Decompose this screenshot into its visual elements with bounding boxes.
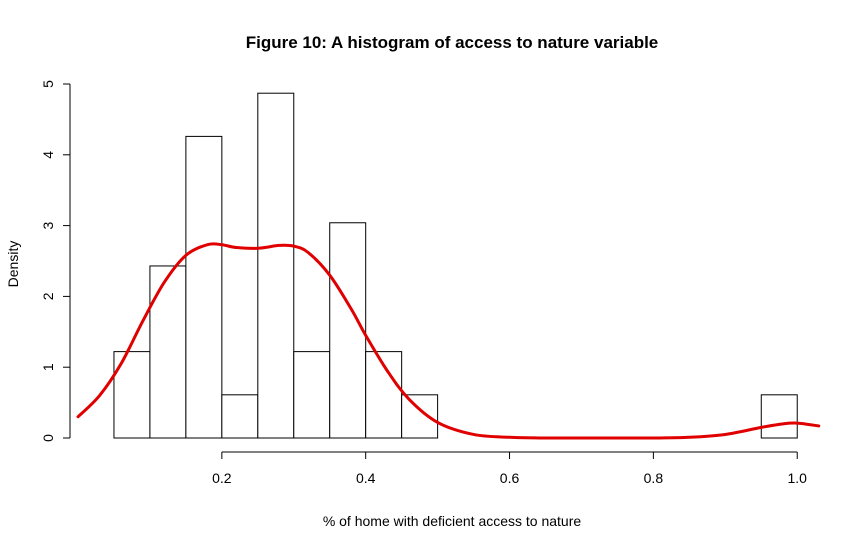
x-tick-label: 1.0 <box>787 470 807 486</box>
x-tick-label: 0.2 <box>212 470 232 486</box>
x-tick-label: 0.8 <box>644 470 664 486</box>
histogram-bar <box>401 394 439 439</box>
x-axis: 0.2 0.4 0.6 0.8 1.0 <box>212 451 807 486</box>
y-tick-label: 5 <box>40 80 56 88</box>
histogram-bar <box>760 394 798 439</box>
x-tick-label: 0.6 <box>500 470 520 486</box>
histogram-bar <box>185 135 223 439</box>
density-curve <box>76 242 821 440</box>
histogram-bars <box>113 92 798 439</box>
chart-title: Figure 10: A histogram of access to natu… <box>246 33 659 52</box>
x-axis-label: % of home with deficient access to natur… <box>323 513 582 529</box>
histogram-bar <box>221 394 259 439</box>
histogram-bar <box>329 222 367 439</box>
y-tick-label: 3 <box>40 221 56 229</box>
y-tick-label: 0 <box>40 434 56 442</box>
y-tick-label: 2 <box>40 292 56 300</box>
histogram-bar <box>149 265 187 439</box>
y-axis: 0 1 2 3 4 5 <box>40 80 71 442</box>
y-tick-label: 4 <box>40 151 56 159</box>
y-tick-label: 1 <box>40 363 56 371</box>
y-axis-label: Density <box>5 241 21 288</box>
x-tick-label: 0.4 <box>356 470 376 486</box>
density-curve-group <box>76 242 821 440</box>
histogram-bar <box>257 92 295 439</box>
histogram-bar <box>293 351 331 439</box>
